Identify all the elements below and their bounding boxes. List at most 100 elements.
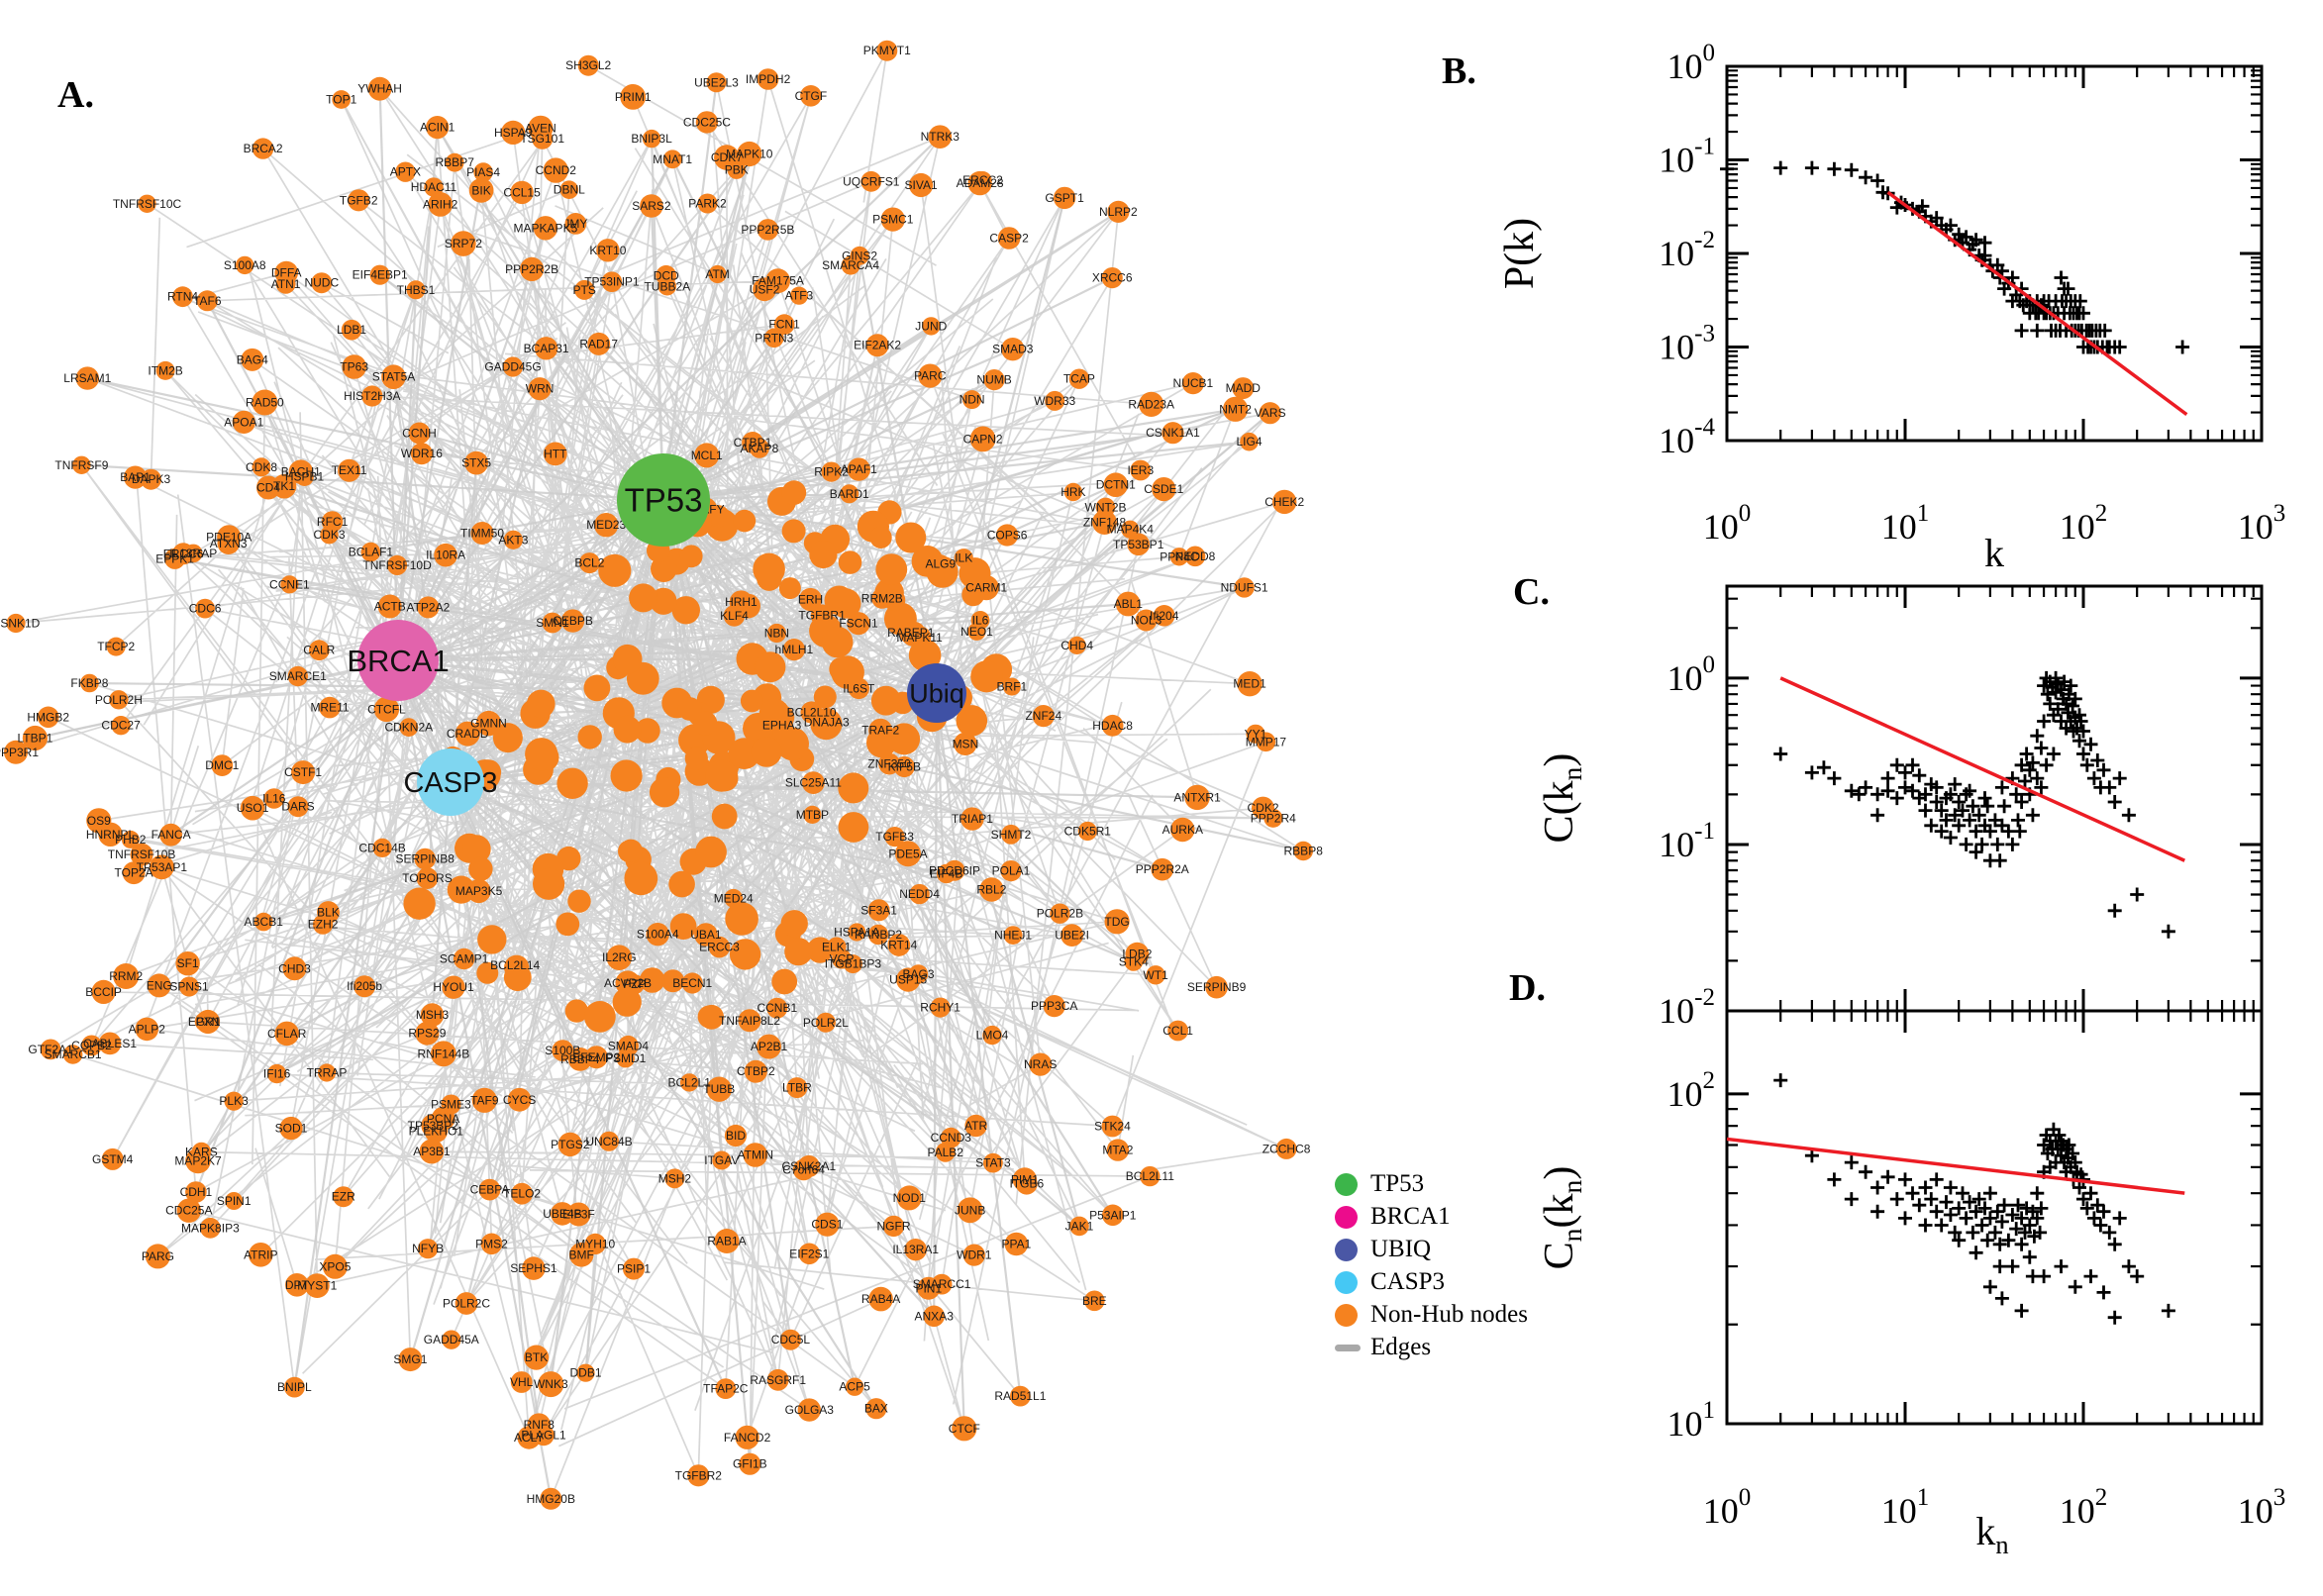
protein-node[interactable] [367, 76, 392, 101]
protein-node[interactable] [1050, 903, 1070, 924]
protein-node[interactable] [408, 422, 431, 445]
protein-node[interactable] [534, 337, 558, 360]
protein-node[interactable] [809, 540, 838, 569]
protein-node[interactable] [511, 1182, 533, 1205]
protein-node[interactable] [800, 85, 822, 107]
protein-node[interactable] [706, 1076, 732, 1102]
protein-node[interactable] [1102, 1204, 1124, 1227]
protein-node[interactable] [280, 575, 299, 594]
protein-node[interactable] [559, 180, 579, 199]
protein-node[interactable] [909, 883, 930, 905]
protein-node[interactable] [684, 747, 708, 770]
protein-node[interactable] [765, 268, 790, 294]
protein-node[interactable] [542, 612, 563, 634]
protein-node[interactable] [606, 945, 633, 970]
protein-node[interactable] [445, 152, 464, 172]
protein-node[interactable] [4, 740, 28, 764]
protein-node[interactable] [1103, 472, 1129, 498]
protein-node[interactable] [843, 954, 862, 974]
protein-node[interactable] [1104, 909, 1130, 935]
protein-node[interactable] [1115, 591, 1141, 617]
protein-node[interactable] [587, 332, 611, 355]
protein-node[interactable] [1001, 824, 1021, 845]
protein-node[interactable] [781, 480, 807, 505]
protein-node[interactable] [620, 84, 647, 110]
protein-node[interactable] [145, 1244, 170, 1269]
protein-node[interactable] [91, 979, 116, 1005]
protein-node[interactable] [1146, 965, 1165, 985]
protein-node[interactable] [373, 696, 400, 723]
protein-node[interactable] [557, 1132, 582, 1157]
protein-node[interactable] [714, 1229, 740, 1253]
protein-node[interactable] [694, 443, 720, 468]
protein-node[interactable] [248, 1243, 273, 1267]
protein-node[interactable] [288, 459, 313, 484]
protein-node[interactable] [1101, 1115, 1124, 1138]
protein-node[interactable] [311, 272, 333, 294]
protein-node[interactable] [332, 90, 352, 109]
protein-node[interactable] [507, 1087, 532, 1112]
protein-node[interactable] [784, 938, 813, 966]
protein-node[interactable] [398, 1347, 423, 1372]
protein-node[interactable] [106, 637, 126, 656]
protein-node[interactable] [236, 255, 254, 275]
protein-node[interactable] [623, 1257, 645, 1280]
protein-node[interactable] [81, 1035, 102, 1056]
protein-node[interactable] [252, 138, 274, 159]
protein-node[interactable] [781, 519, 806, 544]
protein-node[interactable] [1121, 520, 1140, 539]
protein-node[interactable] [1043, 995, 1065, 1018]
protein-node[interactable] [567, 889, 591, 913]
protein-node[interactable] [1077, 821, 1097, 842]
protein-node[interactable] [883, 589, 906, 612]
protein-node[interactable] [880, 207, 905, 232]
protein-node[interactable] [1256, 732, 1276, 752]
protein-node[interactable] [813, 685, 837, 709]
protein-node[interactable] [613, 715, 642, 744]
hub-node-ubiq[interactable] [907, 663, 966, 723]
protein-node[interactable] [406, 280, 426, 300]
protein-node[interactable] [708, 264, 727, 284]
protein-node[interactable] [462, 835, 491, 863]
protein-node[interactable] [1151, 857, 1174, 881]
protein-node[interactable] [284, 1376, 305, 1398]
protein-node[interactable] [282, 956, 307, 981]
protein-node[interactable] [473, 162, 493, 182]
protein-node[interactable] [847, 612, 870, 636]
protein-node[interactable] [979, 877, 1004, 902]
protein-node[interactable] [414, 848, 437, 870]
protein-node[interactable] [598, 553, 632, 587]
protein-node[interactable] [798, 1243, 821, 1265]
protein-node[interactable] [381, 364, 406, 390]
protein-node[interactable] [679, 545, 703, 568]
protein-node[interactable] [522, 1256, 546, 1280]
protein-node[interactable] [475, 710, 502, 737]
protein-node[interactable] [744, 1059, 767, 1083]
protein-node[interactable] [838, 550, 862, 574]
protein-node[interactable] [313, 914, 334, 935]
protein-node[interactable] [564, 999, 589, 1023]
protein-node[interactable] [577, 54, 599, 76]
protein-node[interactable] [1101, 267, 1123, 289]
protein-node[interactable] [680, 1073, 699, 1092]
hub-node-tp53[interactable] [617, 453, 710, 547]
protein-node[interactable] [757, 219, 779, 241]
protein-node[interactable] [252, 389, 278, 416]
protein-node[interactable] [1060, 924, 1083, 947]
protein-node[interactable] [40, 1039, 61, 1060]
protein-node[interactable] [287, 665, 308, 687]
protein-node[interactable] [528, 377, 552, 401]
protein-node[interactable] [22, 725, 48, 751]
protein-node[interactable] [838, 812, 869, 843]
protein-node[interactable] [533, 867, 565, 900]
protein-node[interactable] [1001, 338, 1025, 361]
protein-node[interactable] [1125, 942, 1150, 966]
protein-node[interactable] [739, 1452, 761, 1475]
protein-node[interactable] [707, 505, 730, 528]
protein-node[interactable] [749, 438, 769, 458]
protein-node[interactable] [888, 723, 921, 755]
protein-node[interactable] [1068, 368, 1090, 389]
protein-node[interactable] [195, 598, 216, 619]
protein-node[interactable] [687, 1464, 710, 1487]
protein-node[interactable] [706, 72, 727, 93]
